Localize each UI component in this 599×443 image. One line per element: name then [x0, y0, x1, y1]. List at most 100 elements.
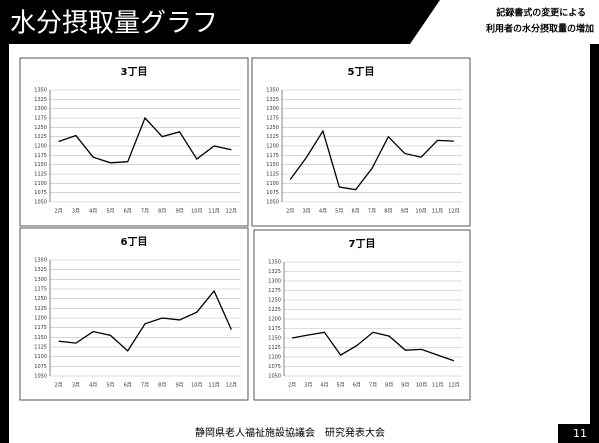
x-tick-label: 2月	[288, 383, 296, 389]
x-tick-label: 6月	[124, 209, 132, 215]
x-tick-label: 9月	[401, 209, 409, 215]
x-tick-label: 5月	[106, 383, 114, 389]
line-series	[289, 129, 454, 191]
y-tick-label: 1100	[268, 355, 281, 361]
chart-frame	[253, 229, 471, 401]
footer-text: 静岡県老人福祉施設協議会 研究発表大会	[195, 426, 385, 439]
y-tick-label: 1325	[268, 269, 281, 275]
y-tick-label: 1150	[34, 335, 47, 341]
chart-frame	[19, 57, 249, 227]
y-tick-label: 1125	[268, 345, 281, 351]
x-tick-label: 12月	[448, 209, 459, 215]
y-tick-label: 1275	[268, 288, 281, 294]
header-tag	[410, 0, 599, 44]
x-tick-label: 11月	[432, 383, 443, 389]
line-series	[58, 116, 232, 164]
y-tick-label: 1325	[266, 97, 279, 103]
page-number-box	[558, 424, 599, 443]
x-tick-label: 5月	[335, 209, 343, 215]
x-tick-label: 10月	[191, 209, 202, 215]
y-tick-label: 1075	[268, 364, 281, 370]
chart-frame	[251, 57, 471, 227]
y-tick-label: 1250	[266, 125, 279, 131]
x-tick-label: 6月	[124, 383, 132, 389]
right-border	[590, 44, 599, 424]
y-tick-label: 1050	[268, 374, 281, 380]
x-tick-label: 12月	[448, 383, 459, 389]
x-tick-label: 4月	[320, 383, 328, 389]
y-tick-label: 1325	[34, 267, 47, 273]
x-tick-label: 7月	[369, 383, 377, 389]
y-tick-label: 1100	[266, 181, 279, 187]
y-tick-label: 1225	[266, 134, 279, 140]
y-tick-label: 1325	[34, 97, 47, 103]
y-tick-label: 1125	[34, 345, 47, 351]
y-tick-label: 1300	[268, 279, 281, 285]
x-tick-label: 12月	[226, 383, 237, 389]
x-tick-label: 3月	[304, 383, 312, 389]
y-tick-label: 1175	[34, 153, 47, 159]
y-tick-label: 1175	[266, 153, 279, 159]
y-tick-label: 1200	[34, 144, 47, 150]
chart-title: 5丁目	[348, 66, 375, 78]
x-tick-label: 7月	[141, 383, 149, 389]
x-tick-label: 11月	[208, 209, 219, 215]
x-tick-label: 3月	[302, 209, 310, 215]
x-tick-label: 11月	[208, 383, 219, 389]
x-tick-label: 8月	[158, 209, 166, 215]
y-tick-label: 1300	[266, 106, 279, 112]
x-tick-label: 6月	[353, 383, 361, 389]
y-tick-label: 1300	[34, 277, 47, 283]
page-number: 11	[573, 427, 587, 440]
x-tick-label: 2月	[55, 383, 63, 389]
y-tick-label: 1300	[34, 106, 47, 112]
line-series	[58, 289, 232, 352]
x-tick-label: 3月	[72, 383, 80, 389]
x-tick-label: 8月	[385, 383, 393, 389]
y-tick-label: 1225	[34, 134, 47, 140]
y-tick-label: 1150	[266, 162, 279, 168]
y-tick-label: 1175	[34, 325, 47, 331]
x-tick-label: 2月	[286, 209, 294, 215]
x-tick-label: 10月	[191, 383, 202, 389]
y-tick-label: 1275	[266, 116, 279, 122]
y-tick-label: 1200	[266, 144, 279, 150]
y-tick-label: 1150	[34, 162, 47, 168]
x-tick-label: 11月	[432, 209, 443, 215]
y-tick-label: 1075	[266, 190, 279, 196]
y-tick-label: 1350	[34, 88, 47, 94]
y-tick-label: 1350	[34, 258, 47, 264]
x-tick-label: 4月	[319, 209, 327, 215]
y-tick-label: 1200	[268, 317, 281, 323]
y-tick-label: 1350	[268, 260, 281, 266]
x-tick-label: 10月	[415, 209, 426, 215]
y-tick-label: 1125	[266, 172, 279, 178]
x-tick-label: 4月	[89, 209, 97, 215]
x-tick-label: 10月	[416, 383, 427, 389]
y-tick-label: 1200	[34, 316, 47, 322]
x-tick-label: 9月	[175, 383, 183, 389]
chart-title: 3丁目	[121, 66, 148, 78]
y-tick-label: 1225	[268, 307, 281, 313]
x-tick-label: 9月	[175, 209, 183, 215]
y-tick-label: 1100	[34, 354, 47, 360]
x-tick-label: 12月	[226, 209, 237, 215]
x-tick-label: 6月	[352, 209, 360, 215]
y-tick-label: 1250	[268, 298, 281, 304]
y-tick-label: 1100	[34, 181, 47, 187]
y-tick-label: 1350	[266, 88, 279, 94]
y-tick-label: 1150	[268, 336, 281, 342]
y-tick-label: 1250	[34, 125, 47, 131]
y-tick-label: 1125	[34, 172, 47, 178]
header-subtitle: 利用者の水分摂取量の増加	[485, 23, 594, 35]
chart-title: 6丁目	[121, 236, 148, 248]
x-tick-label: 5月	[106, 209, 114, 215]
chart-frame	[19, 227, 249, 401]
y-tick-label: 1275	[34, 287, 47, 293]
y-tick-label: 1075	[34, 190, 47, 196]
x-tick-label: 5月	[337, 383, 345, 389]
chart-title: 7丁目	[349, 238, 376, 250]
left-border	[0, 44, 9, 443]
